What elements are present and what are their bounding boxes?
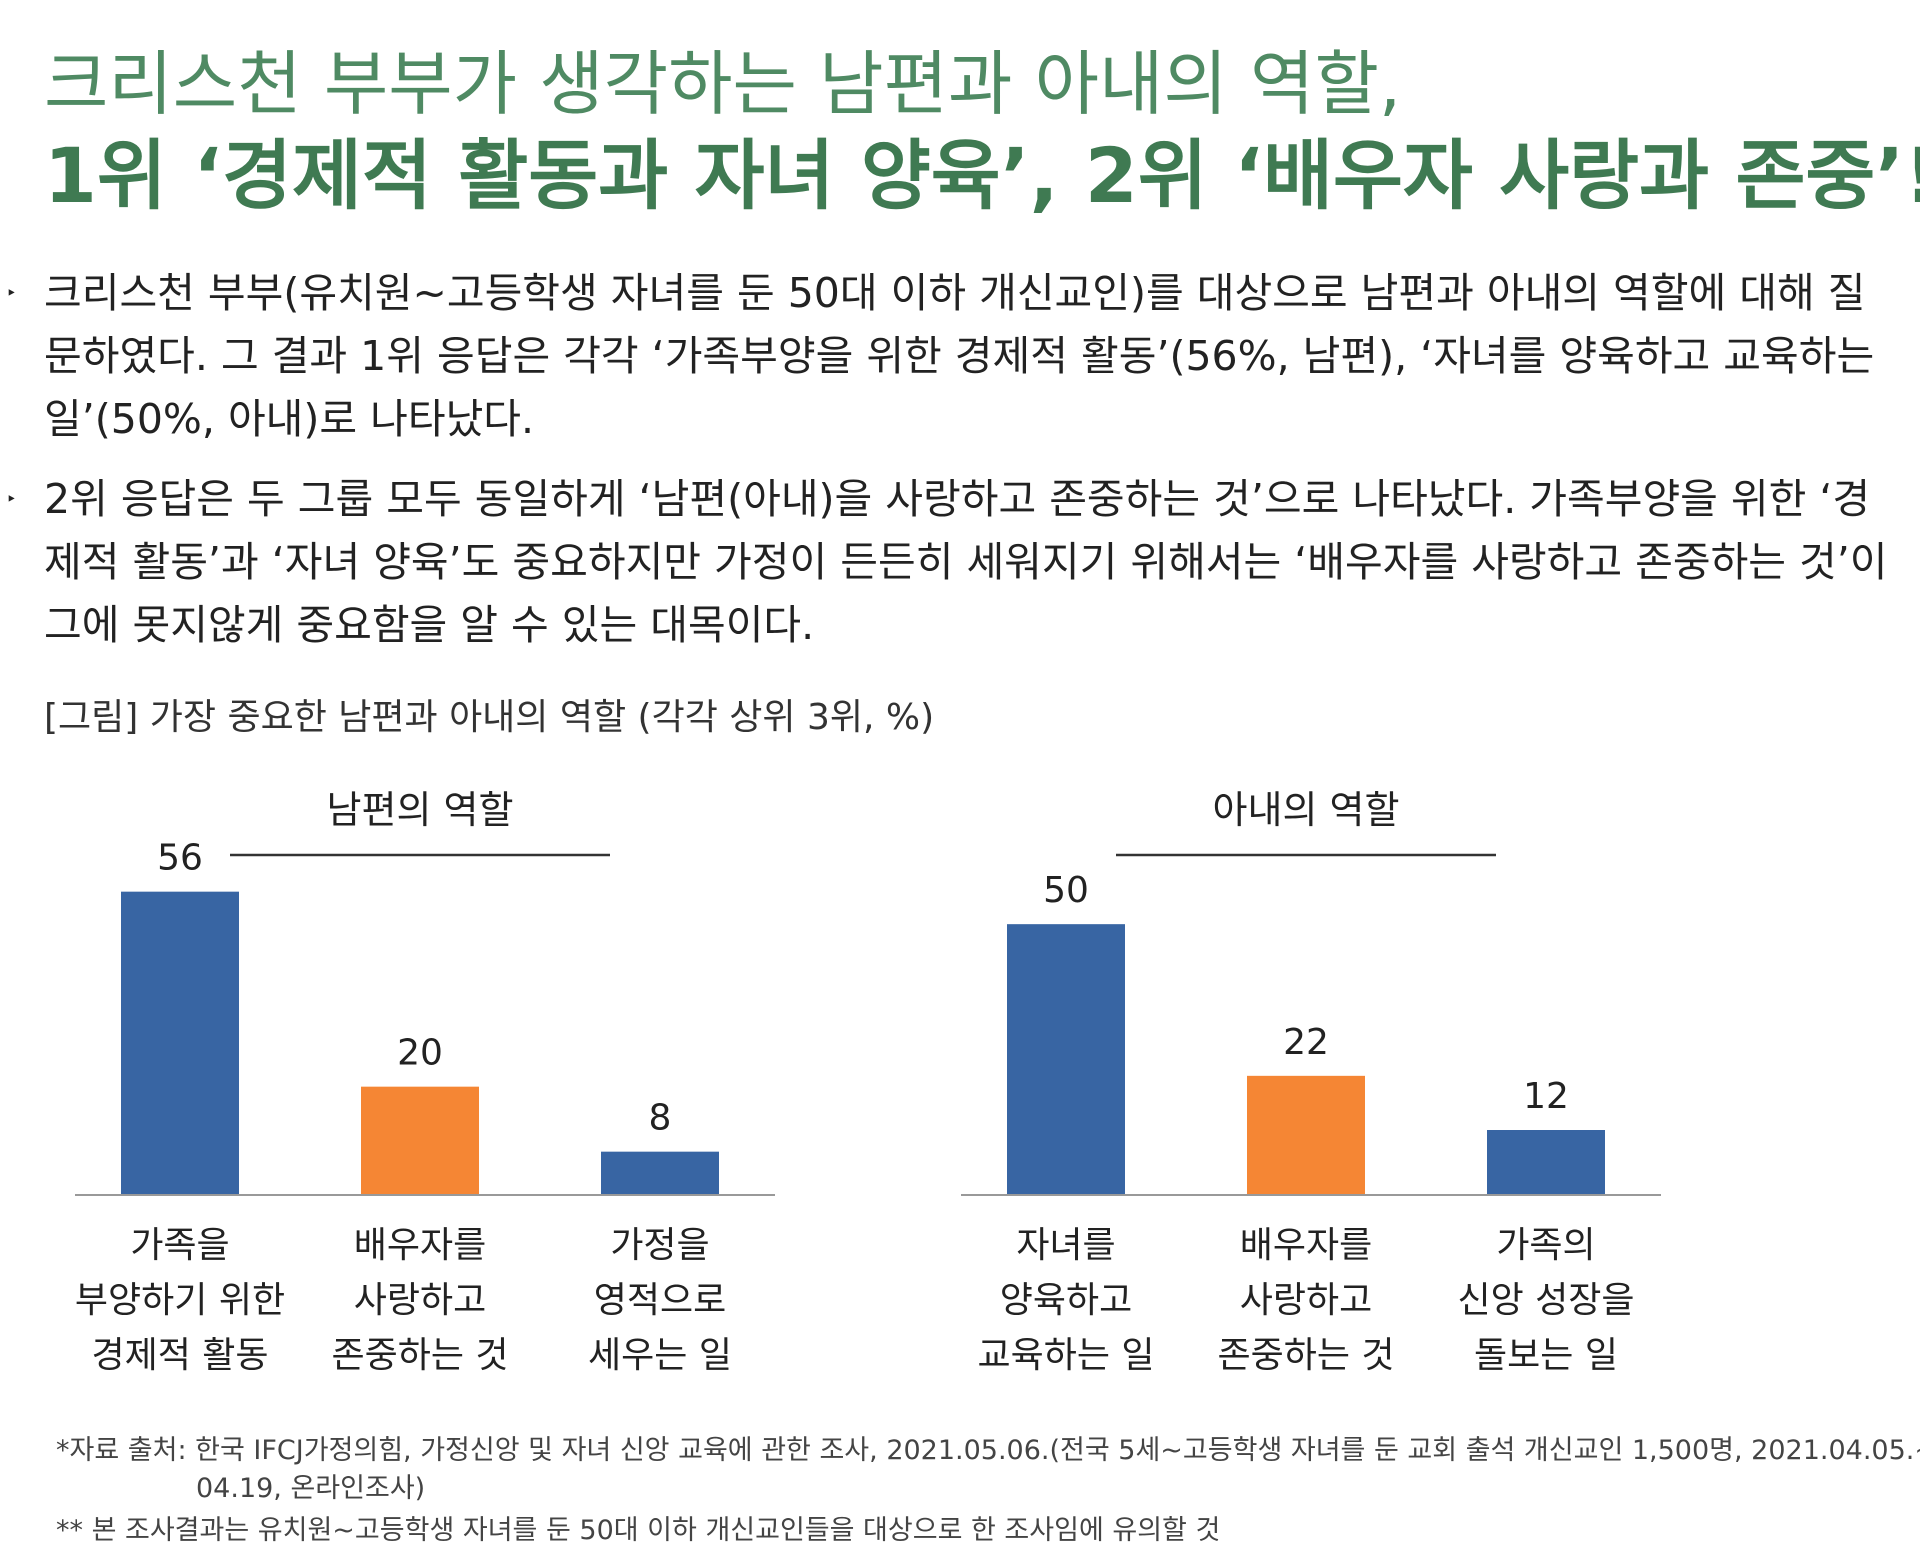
bullet-paragraph-2: ‣ 2위 응답은 두 그룹 모두 동일하게 ‘남편(아내)을 사랑하고 존중하는… — [6, 468, 1894, 657]
footnote-source-cont: 04.19, 온라인조사) — [196, 1473, 426, 1504]
chart-data-label: 8 — [649, 1098, 672, 1139]
chart-bar — [121, 891, 239, 1195]
page-title-line1: 크리스천 부부가 생각하는 남편과 아내의 역할, — [44, 43, 1402, 125]
chart-category-label: 사랑하고 — [354, 1280, 486, 1321]
chart-category-label: 교육하는 일 — [977, 1335, 1154, 1376]
figure-caption: [그림] 가장 중요한 남편과 아내의 역할 (각각 상위 3위, %) — [44, 697, 935, 738]
chart-category-label: 경제적 활동 — [91, 1335, 268, 1376]
chart-bar — [361, 1086, 479, 1195]
chart-category-label: 영적으로 — [594, 1280, 726, 1321]
chart-category-label: 자녀를 — [1016, 1225, 1115, 1266]
chart-bar — [1487, 1130, 1605, 1195]
chart-data-label: 20 — [397, 1033, 443, 1074]
chart-title-husband: 남편의 역할 — [326, 788, 514, 832]
bullet-text-2: 2위 응답은 두 그룹 모두 동일하게 ‘남편(아내)을 사랑하고 존중하는 것… — [44, 475, 1888, 649]
page-title-line2: 1위 ‘경제적 활동과 자녀 양육’, 2위 ‘배우자 사랑과 존중’! — [44, 131, 1920, 220]
chart-category-label: 배우자를 — [1240, 1225, 1372, 1266]
footnote-note: ** 본 조사결과는 유치원~고등학생 자녀를 둔 50대 이하 개신교인들을 … — [56, 1515, 1221, 1546]
chart-bar — [1247, 1075, 1365, 1195]
chart-data-label: 56 — [157, 838, 203, 879]
chart-title-wife: 아내의 역할 — [1212, 788, 1400, 832]
chart-category-label: 가족의 — [1496, 1225, 1595, 1266]
chart-category-label: 가족을 — [130, 1225, 229, 1266]
chart-category-label: 배우자를 — [354, 1225, 486, 1266]
chart-category-label: 존중하는 것 — [331, 1335, 508, 1376]
chart-category-label: 세우는 일 — [588, 1335, 732, 1376]
chart-category-label: 사랑하고 — [1240, 1280, 1372, 1321]
chart-category-label: 존중하는 것 — [1217, 1335, 1394, 1376]
bullet-text-1: 크리스천 부부(유치원~고등학생 자녀를 둔 50대 이하 개신교인)를 대상으… — [44, 269, 1875, 443]
chart-category-label: 양육하고 — [1000, 1280, 1132, 1321]
bullet-marker-icon: ‣ — [6, 283, 17, 304]
chart-bar — [1007, 924, 1125, 1195]
chart-category-label: 돌보는 일 — [1474, 1335, 1618, 1376]
bullet-marker-icon: ‣ — [6, 489, 17, 510]
chart-bar — [601, 1151, 719, 1195]
chart-data-label: 12 — [1523, 1076, 1569, 1117]
chart-data-label: 50 — [1043, 870, 1089, 911]
chart-data-label: 22 — [1283, 1022, 1329, 1063]
chart-category-label: 신앙 성장을 — [1457, 1280, 1634, 1321]
chart-category-label: 가정을 — [610, 1225, 709, 1266]
chart-category-label: 부양하기 위한 — [75, 1280, 285, 1321]
footnote-source: *자료 출처: 한국 IFCJ가정의힘, 가정신앙 및 자녀 신앙 교육에 관한… — [56, 1435, 1920, 1466]
bullet-paragraph-1: ‣ 크리스천 부부(유치원~고등학생 자녀를 둔 50대 이하 개신교인)를 대… — [6, 262, 1894, 451]
